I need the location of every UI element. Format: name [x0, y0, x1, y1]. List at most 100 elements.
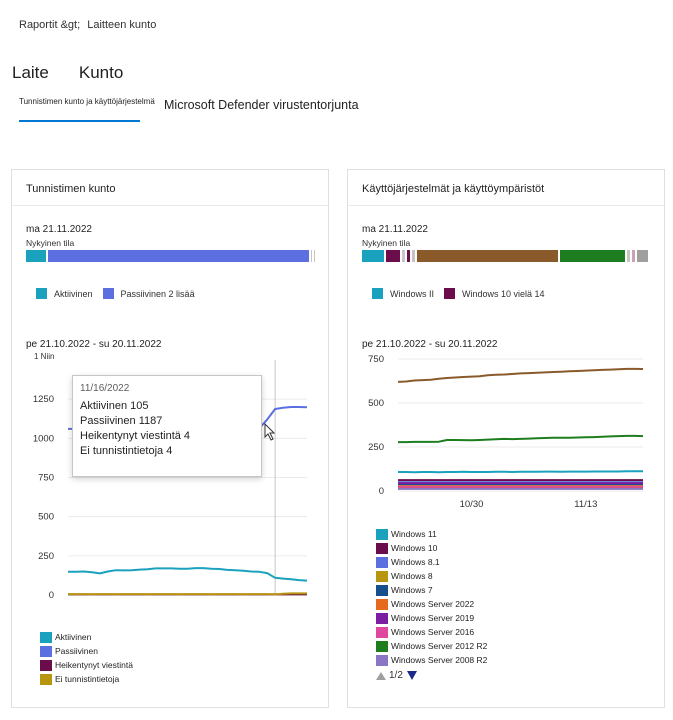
state-bar-segment[interactable]: [560, 250, 625, 262]
breadcrumb-current: Laitteen kunto: [87, 19, 157, 31]
chart-legend: Aktiivinen Passiivinen Heikentynyt viestin…: [40, 630, 133, 686]
legend-item[interactable]: Windows Server 2016: [376, 625, 487, 639]
legend-swatch: [444, 288, 456, 299]
tooltip-row-passive: Passiivinen 1187: [80, 415, 163, 427]
x-tick-label: 11/13: [574, 499, 597, 510]
state-bar-segment[interactable]: [48, 250, 309, 262]
legend-label: Windows Server 2019: [391, 613, 475, 623]
legend-item[interactable]: Windows 8.1: [376, 555, 487, 569]
state-bar-segment[interactable]: [407, 250, 410, 262]
legend-swatch: [376, 598, 388, 610]
legend-swatch: [376, 542, 388, 554]
legend-item[interactable]: Aktiivinen: [40, 630, 133, 644]
tooltip-row-impaired: Heikentynyt viestintä 4: [80, 430, 191, 442]
legend-swatch: [376, 570, 388, 582]
inline-legend: Aktiivinen Passiivinen 2 lisää: [36, 288, 205, 299]
page-up-icon[interactable]: [376, 671, 386, 680]
legend-label[interactable]: Windows 10 vielä 14: [462, 288, 545, 299]
mouse-pointer-icon: [264, 423, 276, 441]
state-bar-segment[interactable]: [417, 250, 558, 262]
state-bar-segment[interactable]: [386, 250, 400, 262]
legend-swatch: [40, 631, 52, 643]
date-range: pe 21.10.2022 - su 20.11.2022: [26, 339, 162, 350]
legend-item[interactable]: Windows Server 2022: [376, 597, 487, 611]
y-tick-label: 1250: [33, 394, 54, 405]
legend-label[interactable]: Passiivinen 2 lisää: [120, 288, 195, 299]
state-bar-segment[interactable]: [314, 250, 315, 262]
tab-sensor-health-os[interactable]: Tunnistimen kunto ja käyttöjärjestelmä: [19, 95, 155, 122]
y-axis-unit-label: 1 Niin: [34, 352, 54, 361]
y-tick-label: 0: [49, 590, 54, 600]
legend-label[interactable]: Windows II: [390, 288, 435, 299]
legend-item[interactable]: Windows 7: [376, 583, 487, 597]
inline-legend: Windows II Windows 10 vielä 14: [372, 288, 555, 299]
series-line: [68, 567, 308, 582]
y-tick-label: 500: [38, 512, 54, 523]
legend-swatch: [40, 645, 52, 657]
y-tick-label: 750: [368, 354, 384, 365]
legend-label[interactable]: Aktiivinen: [54, 288, 93, 299]
legend-label: Aktiivinen: [55, 632, 92, 642]
legend-item[interactable]: Passiivinen: [40, 644, 133, 658]
page-title-word-1: Laite: [12, 63, 49, 82]
card-title: Tunnistimen kunto: [12, 170, 328, 206]
legend-swatch: [36, 288, 47, 299]
legend-swatch: [40, 659, 52, 671]
legend-item[interactable]: Windows Server 2019: [376, 611, 487, 625]
state-bar-segment[interactable]: [637, 250, 648, 262]
date-range: pe 21.10.2022 - su 20.11.2022: [362, 339, 498, 350]
current-state-label: Nykyinen tila: [26, 238, 75, 248]
legend-item[interactable]: Heikentynyt viestintä: [40, 658, 133, 672]
legend-item[interactable]: Windows 10: [376, 541, 487, 555]
legend-label: Windows 11: [391, 529, 437, 539]
legend-swatch: [376, 528, 388, 540]
current-state-bar[interactable]: [26, 250, 316, 262]
current-state-bar[interactable]: [362, 250, 652, 262]
page-down-icon[interactable]: [406, 671, 417, 680]
legend-label: Windows Server 2012 R2: [391, 641, 488, 651]
series-line: [398, 470, 643, 474]
tab-defender-antivirus[interactable]: Microsoft Defender virustentorjunta: [164, 98, 359, 112]
state-bar-segment[interactable]: [26, 250, 46, 262]
legend-label: Windows Server 2016: [391, 627, 475, 637]
legend-item[interactable]: Windows 11: [376, 527, 487, 541]
legend-swatch: [372, 288, 383, 299]
legend-label: Heikentynyt viestintä: [55, 660, 133, 670]
y-tick-label: 1000: [33, 433, 54, 444]
chart-legend: Windows 11 Windows 10 Windows 8.1 Windows 8…: [376, 527, 487, 667]
page-title: Laite Kunto: [12, 63, 123, 83]
legend-item[interactable]: Windows 8: [376, 569, 487, 583]
legend-swatch: [376, 612, 388, 624]
legend-item[interactable]: Ei tunnistintietoja: [40, 672, 133, 686]
os-platform-line-chart[interactable]: 0 250 500 750 10/30 11/13: [348, 350, 666, 510]
x-tick-label: 10/30: [460, 499, 484, 510]
legend-swatch: [40, 673, 52, 685]
legend-label: Windows 10: [391, 543, 438, 553]
legend-label: Windows 8: [391, 571, 433, 581]
tooltip-date: 11/16/2022: [80, 383, 130, 394]
legend-swatch: [376, 584, 388, 596]
state-bar-segment[interactable]: [412, 250, 415, 262]
state-bar-segment[interactable]: [627, 250, 630, 262]
card-title: Käyttöjärjestelmät ja käyttöympäristöt: [348, 170, 664, 206]
breadcrumb: Raportit &gt; Laitteen kunto: [19, 19, 156, 31]
tooltip-row-active: Aktiivinen 105: [80, 400, 149, 412]
page-indicator: 1/2: [389, 670, 403, 681]
state-bar-segment[interactable]: [632, 250, 635, 262]
tooltip-row-no-sensor-data: Ei tunnistintietoja 4: [80, 445, 173, 457]
state-bar-segment[interactable]: [402, 250, 405, 262]
chart-tooltip: 11/16/2022 Aktiivinen 105 Passiivinen 11…: [72, 375, 262, 477]
series-line: [68, 592, 307, 596]
legend-swatch: [102, 288, 114, 299]
current-date: ma 21.11.2022: [362, 224, 428, 235]
breadcrumb-reports-link[interactable]: Raportit &gt;: [19, 19, 81, 31]
legend-swatch: [376, 640, 388, 652]
state-bar-segment[interactable]: [362, 250, 384, 262]
series-line: [398, 434, 644, 444]
state-bar-segment[interactable]: [311, 250, 312, 262]
y-tick-label: 250: [38, 551, 54, 562]
legend-item[interactable]: Windows Server 2008 R2: [376, 653, 487, 667]
legend-item[interactable]: Windows Server 2012 R2: [376, 639, 487, 653]
y-tick-label: 500: [368, 398, 384, 409]
sensor-health-card: Tunnistimen kunto ma 21.11.2022 Nykyinen…: [11, 169, 329, 708]
